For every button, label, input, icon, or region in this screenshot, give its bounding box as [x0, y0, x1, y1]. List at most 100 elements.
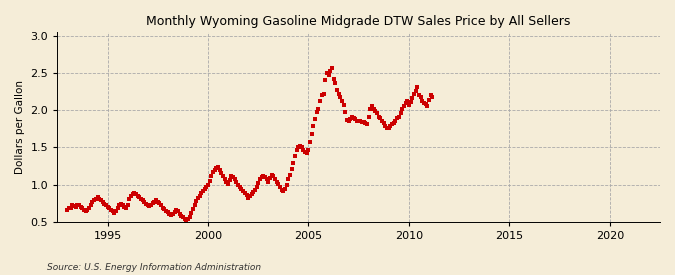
- Point: [240, 191, 250, 195]
- Point: [107, 209, 118, 213]
- Point: [340, 110, 351, 114]
- Point: [286, 167, 297, 171]
- Point: [146, 203, 157, 208]
- Point: [209, 167, 220, 172]
- Point: [342, 118, 352, 122]
- Point: [205, 178, 215, 183]
- Point: [178, 215, 188, 219]
- Point: [362, 122, 373, 127]
- Point: [157, 205, 168, 210]
- Point: [79, 208, 90, 212]
- Point: [271, 179, 282, 184]
- Point: [390, 118, 401, 123]
- Point: [317, 93, 327, 97]
- Point: [256, 175, 267, 179]
- Point: [308, 124, 319, 129]
- Point: [355, 119, 366, 123]
- Point: [327, 66, 338, 71]
- Point: [186, 211, 196, 215]
- Point: [142, 203, 153, 208]
- Point: [112, 206, 123, 211]
- Point: [156, 203, 167, 208]
- Point: [408, 92, 419, 97]
- Point: [119, 205, 130, 209]
- Point: [356, 120, 367, 124]
- Point: [217, 173, 228, 178]
- Point: [295, 144, 306, 148]
- Point: [206, 173, 217, 178]
- Point: [231, 180, 242, 185]
- Point: [285, 173, 296, 177]
- Point: [65, 205, 76, 210]
- Point: [124, 197, 135, 202]
- Point: [398, 103, 409, 108]
- Point: [254, 177, 265, 182]
- Point: [377, 118, 387, 123]
- Point: [382, 126, 393, 130]
- Point: [348, 115, 359, 120]
- Point: [328, 77, 339, 81]
- Point: [397, 107, 408, 112]
- Point: [62, 208, 73, 212]
- Point: [109, 211, 119, 215]
- Point: [251, 185, 262, 189]
- Point: [283, 177, 294, 182]
- Point: [184, 214, 195, 219]
- Point: [246, 192, 257, 196]
- Point: [241, 193, 252, 197]
- Point: [290, 154, 300, 158]
- Point: [415, 95, 426, 100]
- Point: [208, 170, 219, 174]
- Point: [151, 198, 161, 202]
- Point: [313, 106, 324, 111]
- Point: [424, 97, 435, 102]
- Point: [243, 196, 254, 200]
- Point: [315, 99, 325, 103]
- Point: [234, 185, 245, 189]
- Point: [425, 93, 436, 97]
- Point: [139, 200, 150, 205]
- Point: [171, 208, 182, 212]
- Point: [211, 166, 222, 170]
- Point: [392, 116, 402, 120]
- Point: [161, 208, 171, 213]
- Point: [213, 165, 223, 170]
- Point: [370, 109, 381, 113]
- Point: [311, 110, 322, 114]
- Point: [325, 69, 335, 74]
- Point: [331, 88, 342, 92]
- Point: [293, 145, 304, 150]
- Text: Source: U.S. Energy Information Administration: Source: U.S. Energy Information Administ…: [47, 263, 261, 271]
- Point: [201, 185, 212, 189]
- Point: [104, 206, 115, 211]
- Point: [404, 103, 414, 107]
- Point: [310, 117, 321, 121]
- Point: [92, 195, 103, 199]
- Point: [318, 92, 329, 96]
- Point: [102, 205, 113, 209]
- Point: [182, 216, 193, 221]
- Point: [101, 203, 111, 208]
- Point: [198, 189, 209, 193]
- Point: [296, 145, 307, 150]
- Point: [330, 80, 341, 85]
- Point: [227, 175, 238, 179]
- Point: [86, 202, 97, 207]
- Point: [278, 189, 289, 193]
- Point: [154, 201, 165, 205]
- Point: [279, 187, 290, 191]
- Point: [80, 209, 91, 213]
- Point: [167, 211, 178, 216]
- Point: [405, 100, 416, 104]
- Point: [292, 147, 302, 152]
- Point: [69, 204, 80, 208]
- Point: [87, 200, 98, 205]
- Point: [288, 161, 299, 165]
- Point: [259, 175, 270, 179]
- Point: [337, 99, 348, 103]
- Point: [379, 120, 389, 125]
- Point: [70, 205, 81, 209]
- Point: [387, 122, 398, 127]
- Point: [306, 132, 317, 136]
- Point: [214, 167, 225, 172]
